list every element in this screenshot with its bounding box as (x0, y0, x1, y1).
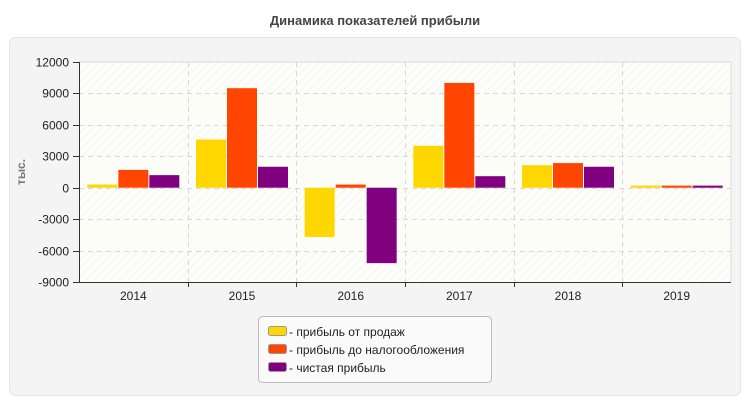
y-tick-label: 0 (62, 182, 69, 196)
bar-2016-series-2 (335, 184, 366, 188)
bar-2017-series-1 (413, 145, 444, 188)
bar-2017-series-2 (444, 82, 475, 188)
bar-2019-series-2 (661, 185, 692, 188)
bar-2014-series-1 (87, 184, 118, 188)
y-tick-label: -3000 (38, 213, 69, 227)
legend-swatch-2 (268, 344, 287, 354)
legend-swatch-3 (268, 362, 287, 372)
bar-2015-series-2 (227, 88, 257, 188)
bar-2018-series-3 (584, 166, 614, 188)
x-tick-label: 2018 (555, 289, 582, 303)
y-tick-label: 12000 (36, 56, 70, 70)
legend-swatch-1 (268, 326, 287, 336)
legend-label-1: - прибыль от продаж (289, 325, 405, 339)
y-tick-label: -9000 (38, 276, 69, 290)
x-tick-label: 2014 (120, 289, 147, 303)
bar-2015-series-3 (258, 166, 288, 188)
bar-2019-series-3 (692, 185, 723, 188)
x-tick-label: 2017 (446, 289, 473, 303)
chart-title: Динамика показателей прибыли (270, 13, 480, 28)
bar-2017-series-3 (475, 176, 506, 188)
y-axis-label: тыс. (14, 159, 28, 185)
bar-2018-series-1 (522, 165, 552, 188)
bar-2014-series-2 (118, 169, 149, 188)
y-tick-label: 3000 (42, 150, 69, 164)
legend-label-2: - прибыль до налогообложения (289, 343, 464, 357)
bar-2019-series-1 (630, 185, 661, 188)
legend-label-3: - чистая прибыль (289, 361, 386, 375)
bar-2016-series-3 (366, 187, 397, 264)
y-tick-label: 9000 (42, 87, 69, 101)
x-tick-label: 2015 (229, 289, 256, 303)
legend-box (258, 316, 492, 383)
x-tick-label: 2016 (337, 289, 364, 303)
y-tick-label: -6000 (38, 245, 69, 259)
bar-2018-series-2 (553, 163, 583, 188)
bar-2016-series-1 (304, 187, 335, 237)
y-tick-label: 6000 (42, 119, 69, 133)
bar-2014-series-3 (149, 175, 180, 188)
bar-2015-series-1 (196, 139, 226, 188)
x-tick-label: 2019 (663, 289, 690, 303)
legend: - прибыль от продаж - прибыль до налогооб… (258, 316, 492, 383)
